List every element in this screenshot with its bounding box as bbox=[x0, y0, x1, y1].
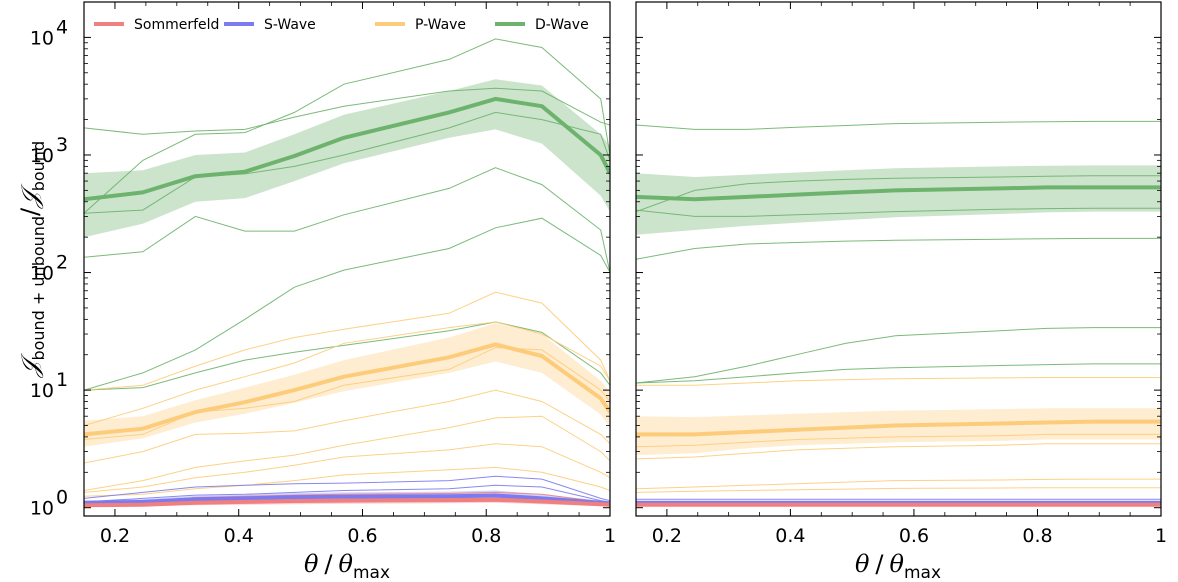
y-tick-label-base: 10 bbox=[30, 498, 54, 520]
left-d-wave-thin-line-1 bbox=[84, 87, 610, 135]
panel-right-frame bbox=[635, 1, 1162, 517]
x-axis-label-right: θ / θmax bbox=[855, 550, 941, 582]
left-d-wave-thin-line-6 bbox=[84, 321, 610, 391]
panel-right: 0.2 0.4 0.6 0.8 1 bbox=[635, 1, 1167, 547]
legend-label-s-wave: S-Wave bbox=[264, 17, 316, 33]
left-d-wave-thin-line-4 bbox=[84, 167, 610, 273]
x-axis-label-left-slash: / bbox=[324, 550, 333, 578]
left-x-tick-label-0.2: 0.2 bbox=[100, 525, 130, 547]
legend-label-sommerfeld: Sommerfeld bbox=[134, 17, 219, 33]
y-axis-label: 𝒥bound + unbound/𝒥bound bbox=[16, 141, 48, 378]
right-d-wave-thin-line-6 bbox=[636, 363, 1161, 384]
y-tick-label-exponent-3: 3 bbox=[56, 134, 68, 156]
panel-right-plot-area bbox=[636, 120, 1161, 507]
left-p-wave-thin-line-7 bbox=[84, 466, 610, 497]
left-p-wave-thin-line-2 bbox=[84, 321, 610, 426]
left-d-wave-band bbox=[84, 79, 610, 238]
left-s-wave-median-line bbox=[84, 493, 610, 506]
right-d-wave-thin-line-3 bbox=[636, 207, 1161, 217]
left-x-tick-label-0.4: 0.4 bbox=[224, 525, 254, 547]
right-x-tick-label-1: 1 bbox=[1155, 525, 1167, 547]
x-axis-label-left-sub: max bbox=[353, 563, 390, 582]
y-tick-label-1e2: 10 bbox=[30, 263, 54, 285]
y-tick-label-1e0: 10 bbox=[30, 498, 54, 520]
y-tick-label-exponent-1: 1 bbox=[56, 369, 68, 391]
right-d-wave-thin-line-4 bbox=[636, 237, 1161, 260]
left-p-wave-thin-line-1 bbox=[84, 291, 610, 391]
y-tick-label-base: 10 bbox=[30, 145, 54, 167]
left-x-tick-label-0.8: 0.8 bbox=[471, 525, 501, 547]
panel-left-background bbox=[84, 2, 610, 516]
right-p-wave-thin-line-3 bbox=[636, 443, 1161, 460]
right-p-wave-thin-line-1 bbox=[636, 377, 1161, 386]
left-d-wave-thin-line-2 bbox=[84, 38, 610, 214]
left-x-tick-label-1: 1 bbox=[604, 525, 616, 547]
y-tick-label-exponent-2: 2 bbox=[56, 252, 68, 274]
left-p-wave-thin-line-5 bbox=[84, 415, 610, 491]
y-axis-label-slash: / bbox=[16, 207, 44, 216]
left-p-wave-thin-line-4 bbox=[84, 389, 610, 464]
x-axis-label-left: θ / θmax bbox=[304, 550, 390, 582]
x-axis-label-left-theta2: θ bbox=[339, 550, 354, 578]
right-p-wave-median-line bbox=[636, 419, 1161, 437]
y-axis-label-sub2: bound bbox=[29, 141, 48, 191]
panel-left-frame bbox=[83, 1, 611, 517]
y-tick-label-1e4: 10 bbox=[30, 27, 54, 49]
left-p-wave-median-line bbox=[84, 342, 610, 437]
y-tick-label-exponent-4: 4 bbox=[56, 16, 68, 38]
legend-label-p-wave: P-Wave bbox=[415, 17, 466, 33]
x-axis-label-right-slash: / bbox=[875, 550, 884, 578]
right-x-tick-label-0.8: 0.8 bbox=[1022, 525, 1052, 547]
left-x-tick-label-0.6: 0.6 bbox=[347, 525, 377, 547]
y-tick-label-base: 10 bbox=[30, 263, 54, 285]
right-d-wave-median-line bbox=[636, 185, 1161, 202]
right-d-wave-thin-line-2 bbox=[636, 175, 1161, 213]
legend-label-d-wave: D-Wave bbox=[535, 17, 589, 33]
y-tick-label-base: 10 bbox=[30, 380, 54, 402]
y-axis-label-sub: bound + unbound bbox=[29, 216, 48, 361]
panel-left-plot-area bbox=[84, 38, 610, 508]
right-p-wave-band bbox=[636, 408, 1161, 456]
right-d-wave-thin-line-5 bbox=[636, 327, 1161, 384]
y-tick-label-exponent-0: 0 bbox=[56, 487, 68, 509]
x-axis-label-right-theta: θ bbox=[855, 550, 870, 578]
x-axis-label-left-theta: θ bbox=[304, 550, 319, 578]
left-d-wave-thin-line-5 bbox=[84, 217, 610, 391]
left-p-wave-thin-line-6 bbox=[84, 443, 610, 493]
legend: Sommerfeld S-Wave P-Wave D-Wave bbox=[94, 17, 589, 33]
panel-right-ticks: 0.2 0.4 0.6 0.8 1 bbox=[635, 1, 1167, 547]
right-x-tick-label-0.4: 0.4 bbox=[775, 525, 805, 547]
y-tick-label-base: 10 bbox=[30, 27, 54, 49]
right-p-wave-thin-line-2 bbox=[636, 433, 1161, 448]
y-tick-label-1e1: 10 bbox=[30, 380, 54, 402]
left-d-wave-median-line bbox=[84, 96, 610, 202]
left-s-wave-thin-line-1 bbox=[84, 475, 610, 502]
y-tick-label-1e3: 10 bbox=[30, 145, 54, 167]
left-sommerfeld-median-line bbox=[84, 497, 610, 508]
x-axis-label-right-sub: max bbox=[904, 563, 941, 582]
right-p-wave-thin-line-4 bbox=[636, 478, 1161, 490]
right-d-wave-thin-line-1 bbox=[636, 120, 1161, 130]
panel-right-background bbox=[636, 2, 1161, 516]
right-p-wave-thin-line-5 bbox=[636, 487, 1161, 493]
right-x-tick-label-0.2: 0.2 bbox=[652, 525, 682, 547]
x-axis-label-right-theta2: θ bbox=[890, 550, 905, 578]
right-x-tick-label-0.6: 0.6 bbox=[899, 525, 929, 547]
left-s-wave-thin-line-2 bbox=[84, 484, 610, 503]
